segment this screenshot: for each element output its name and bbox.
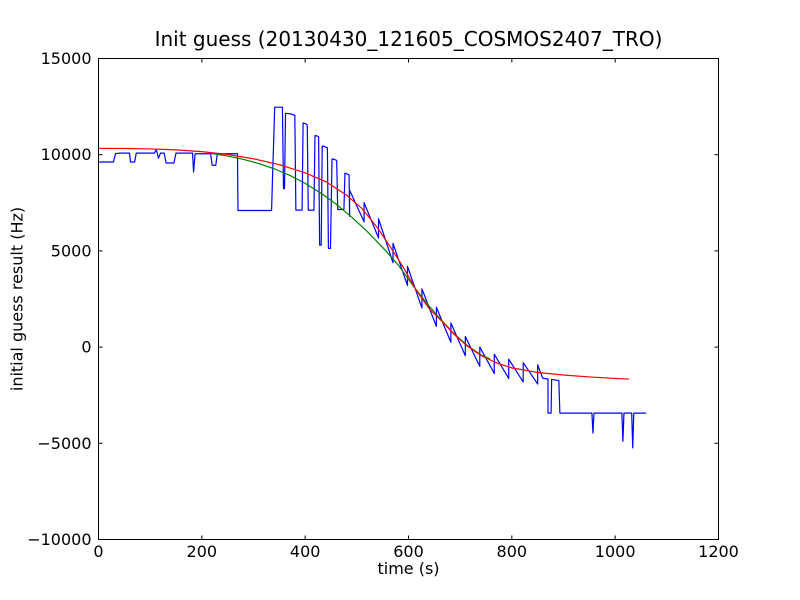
x-tick-label: 1200 bbox=[698, 542, 739, 561]
y-tick-label: 15000 bbox=[41, 49, 92, 68]
axes-frame bbox=[98, 58, 719, 540]
series-initial-guess-data bbox=[98, 106, 647, 449]
y-tick-label: 10000 bbox=[41, 145, 92, 164]
x-tick-label: 0 bbox=[93, 542, 103, 561]
x-tick-label: 400 bbox=[290, 542, 321, 561]
series-model-fit-curve bbox=[98, 147, 630, 380]
chart-title: Init guess (20130430_121605_COSMOS2407_T… bbox=[154, 27, 663, 51]
x-tick-label: 800 bbox=[497, 542, 528, 561]
y-tick-label: −10000 bbox=[27, 530, 91, 549]
x-tick-label: 200 bbox=[187, 542, 218, 561]
y-tick-label: −5000 bbox=[37, 434, 91, 453]
y-tick-label: 5000 bbox=[51, 241, 92, 260]
x-tick-label: 600 bbox=[393, 542, 424, 561]
y-tick-label: 0 bbox=[81, 338, 91, 357]
x-axis-label: time (s) bbox=[377, 559, 440, 578]
x-tick-label: 1000 bbox=[595, 542, 636, 561]
